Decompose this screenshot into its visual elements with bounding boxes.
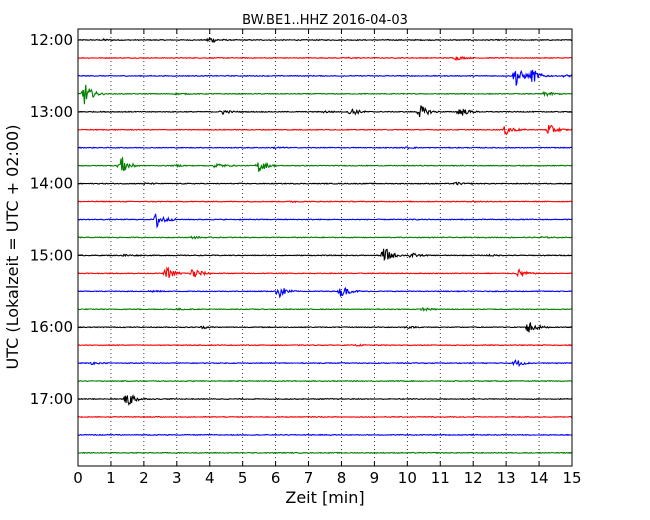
y-tick-label: 17:00 — [30, 390, 73, 408]
trace-1615 — [78, 343, 573, 347]
trace-1515 — [78, 266, 573, 278]
trace-1245 — [77, 84, 572, 105]
trace-1545 — [78, 307, 572, 312]
x-tick-label: 8 — [337, 469, 347, 487]
y-tick-label: 14:00 — [30, 175, 73, 193]
trace-1700 — [77, 393, 573, 406]
x-tick-label: 5 — [238, 469, 248, 487]
trace-1430 — [77, 213, 573, 229]
trace-1400 — [77, 181, 572, 186]
trace-1200 — [77, 37, 572, 44]
x-tick-label: 6 — [271, 469, 281, 487]
y-tick-label: 12:00 — [30, 31, 73, 49]
x-tick-label: 7 — [304, 469, 314, 487]
x-tick-label: 13 — [497, 469, 516, 487]
trace-1330 — [77, 146, 573, 150]
x-tick-label: 14 — [530, 469, 549, 487]
plot-area: 0 1 2 3 4 5 6 7 8 9 10 11 12 13 14 1512:0013:0014:0015:… — [30, 28, 582, 487]
x-tick-label: 4 — [205, 469, 215, 487]
x-tick-label: 9 — [370, 469, 380, 487]
trace-1630 — [77, 359, 573, 368]
chart-title: BW.BE1..HHZ 2016-04-03 — [242, 13, 408, 28]
trace-1730 — [77, 433, 573, 437]
y-tick-label: 15:00 — [30, 246, 73, 264]
x-tick-label: 1 — [106, 469, 116, 487]
x-tick-label: 0 — [73, 469, 83, 487]
trace-1500 — [77, 248, 573, 262]
x-tick-label: 11 — [431, 469, 450, 487]
trace-1445 — [77, 235, 573, 240]
trace-1715 — [78, 415, 573, 419]
plot-frame — [77, 28, 573, 467]
trace-1600 — [77, 322, 573, 333]
trace-1745 — [77, 451, 573, 454]
trace-1315 — [77, 124, 573, 136]
x-tick-label: 2 — [139, 469, 149, 487]
trace-1300 — [77, 105, 573, 117]
trace-1230 — [78, 69, 573, 86]
x-tick-label: 3 — [172, 469, 182, 487]
trace-1530 — [77, 286, 573, 299]
x-axis-label: Zeit [min] — [285, 488, 364, 507]
x-tick-label: 10 — [398, 469, 417, 487]
trace-1215 — [78, 56, 573, 62]
y-tick-label: 13:00 — [30, 103, 73, 121]
trace-1645 — [78, 379, 573, 383]
x-tick-label: 12 — [464, 469, 483, 487]
x-tick-label: 15 — [562, 469, 581, 487]
y-axis-label: UTC (Lokalzeit = UTC + 02:00) — [3, 125, 22, 370]
trace-1415 — [77, 200, 573, 204]
y-tick-label: 16:00 — [30, 318, 73, 336]
trace-1345 — [77, 157, 572, 172]
